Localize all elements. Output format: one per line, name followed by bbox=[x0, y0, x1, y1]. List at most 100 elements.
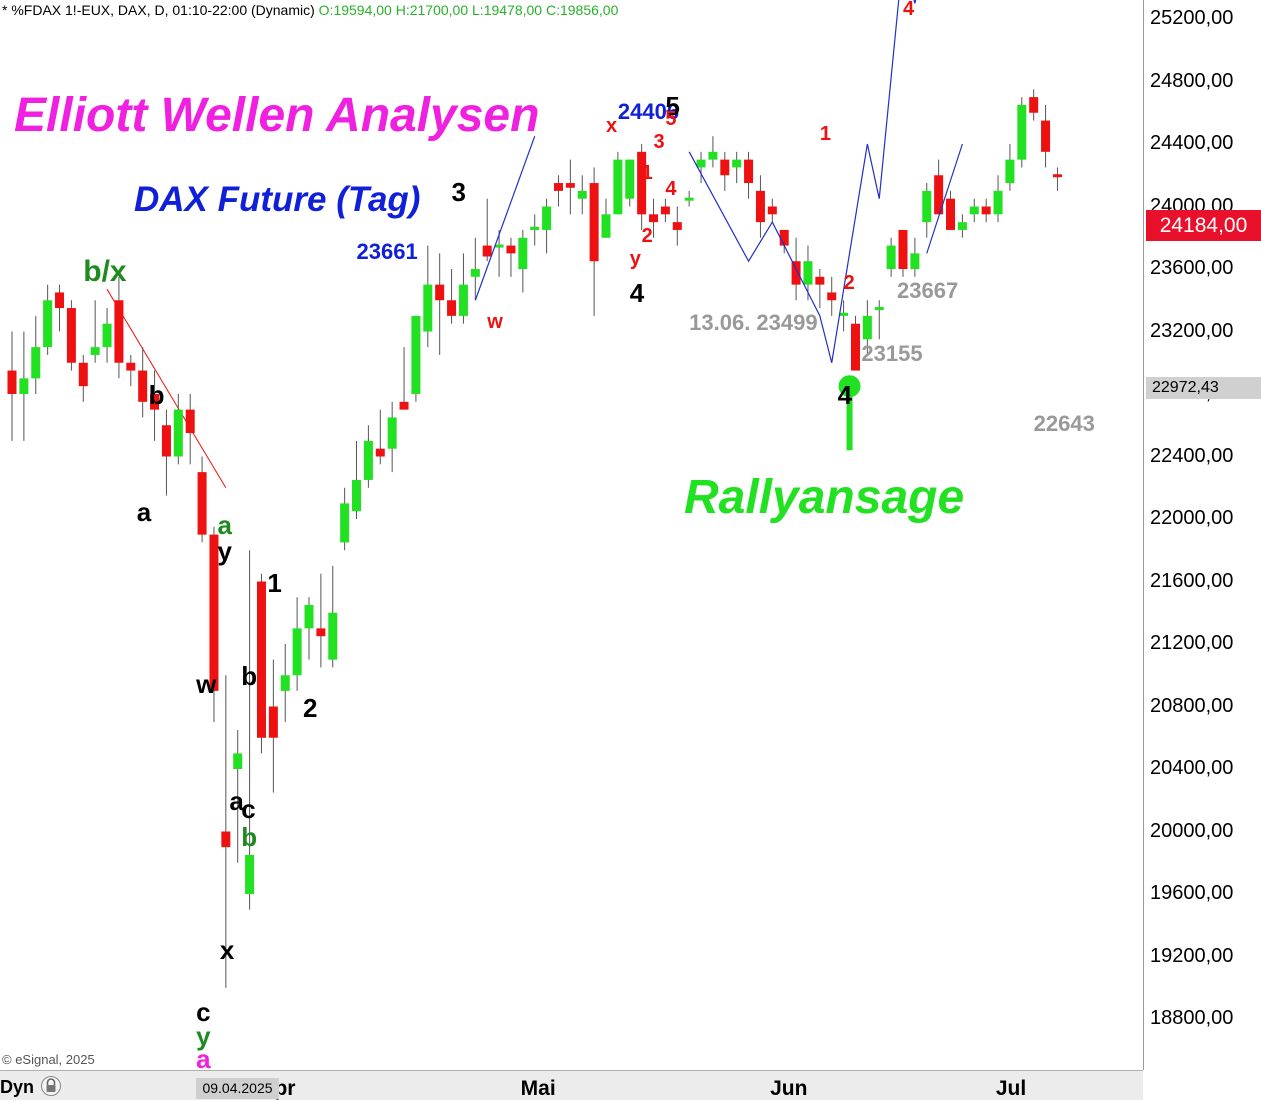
y-tick-label: 20800,00 bbox=[1150, 694, 1234, 717]
candle-body bbox=[256, 581, 266, 738]
candle-body bbox=[601, 214, 611, 238]
candle-body bbox=[150, 394, 160, 410]
wave-label: b/x bbox=[83, 255, 127, 288]
x-tick-label: Mai bbox=[520, 1077, 556, 1100]
wave-label: 3 bbox=[451, 176, 467, 207]
candle-body bbox=[399, 401, 409, 410]
candle-body bbox=[518, 237, 528, 269]
candle-body bbox=[993, 190, 1003, 215]
rally-marker-dot bbox=[838, 375, 861, 398]
candle-body bbox=[90, 347, 100, 355]
x-tick-label: Jun bbox=[770, 1077, 808, 1100]
wave-label: b bbox=[241, 822, 258, 853]
wave-label: c bbox=[241, 794, 256, 825]
wave-label: 23661 bbox=[356, 239, 418, 265]
y-tick-label: 20000,00 bbox=[1150, 819, 1234, 842]
candle-body bbox=[767, 206, 777, 215]
x-tick-label: Jul bbox=[995, 1077, 1027, 1100]
candle-body bbox=[66, 308, 76, 363]
wave-label: 4 bbox=[665, 177, 677, 200]
candle-body bbox=[957, 222, 967, 230]
y-tick-label: 21600,00 bbox=[1150, 569, 1234, 592]
y-tick-label: 24800,00 bbox=[1150, 69, 1234, 92]
wave-label: 23155 bbox=[861, 340, 923, 366]
candle-body bbox=[660, 206, 670, 215]
candle-body bbox=[31, 347, 41, 379]
candle-body bbox=[328, 612, 338, 660]
candle-body bbox=[981, 206, 991, 215]
candle-body bbox=[1029, 97, 1039, 113]
candle-body bbox=[779, 229, 789, 246]
chart-title: Elliott Wellen Analysen bbox=[14, 89, 540, 142]
candle-body bbox=[530, 226, 540, 230]
candle-body bbox=[720, 159, 730, 176]
pivot-marker-group bbox=[838, 375, 861, 451]
candle-body bbox=[7, 370, 17, 394]
candle-body bbox=[850, 323, 860, 371]
wave-label: 3 bbox=[653, 131, 665, 153]
candle-body bbox=[542, 206, 552, 230]
wave-label: 5 bbox=[665, 107, 677, 130]
dyn-label[interactable]: Dyn bbox=[0, 1077, 35, 1097]
candle-body bbox=[316, 628, 326, 637]
candle-body bbox=[874, 307, 884, 311]
candle-body bbox=[589, 183, 599, 262]
candle-body bbox=[755, 190, 765, 223]
candle-body bbox=[684, 197, 694, 201]
wave-label: b bbox=[148, 380, 165, 410]
candle-body bbox=[340, 503, 350, 543]
candle-body bbox=[553, 183, 563, 191]
wave-label: x bbox=[219, 934, 235, 965]
wave-projection-line bbox=[474, 135, 536, 301]
candle-body bbox=[387, 417, 397, 449]
candle-body bbox=[470, 269, 480, 277]
y-tick-label: 20400,00 bbox=[1150, 757, 1234, 779]
chart-subtitle: DAX Future (Tag) bbox=[134, 180, 421, 219]
candle-body bbox=[221, 831, 231, 848]
symbol-text: * %FDAX 1!-EUX, DAX, D, 01:10-22:00 (Dyn… bbox=[2, 2, 315, 18]
candle-body bbox=[173, 409, 183, 457]
candle-body bbox=[363, 440, 373, 480]
y-tick-label: 22400,00 bbox=[1150, 444, 1234, 467]
wave-label: y bbox=[217, 536, 232, 567]
candle-body bbox=[708, 151, 718, 160]
wave-label: a bbox=[196, 1044, 211, 1075]
candle-body bbox=[1017, 104, 1027, 160]
wave-label: 13.06. 23499 bbox=[689, 309, 818, 335]
candle-body bbox=[161, 425, 171, 457]
candle-body bbox=[447, 300, 457, 316]
price-chart[interactable] bbox=[0, 0, 1143, 1070]
chart-header: * %FDAX 1!-EUX, DAX, D, 01:10-22:00 (Dyn… bbox=[2, 2, 618, 18]
wave-label: y bbox=[196, 1020, 211, 1051]
wave-label: a bbox=[229, 786, 244, 817]
candle-body bbox=[815, 276, 825, 285]
y-tick-label: 22000,00 bbox=[1150, 507, 1234, 529]
y-tick-label: 23200,00 bbox=[1150, 319, 1234, 342]
wave-projection-line bbox=[926, 143, 963, 254]
wave-label: 2 bbox=[303, 692, 318, 723]
wave-label: x bbox=[606, 115, 618, 138]
lock-icon[interactable] bbox=[41, 1075, 61, 1097]
reference-price-box: 22972,43 bbox=[1146, 377, 1261, 399]
y-tick-label: 25200,00 bbox=[1150, 7, 1234, 29]
candle-body bbox=[637, 151, 647, 215]
candle-body bbox=[482, 245, 492, 257]
candle-body bbox=[839, 312, 849, 316]
wave-label: 1 bbox=[267, 567, 282, 598]
trendline bbox=[106, 289, 227, 489]
y-tick-label: 19200,00 bbox=[1150, 944, 1234, 967]
price-axis[interactable] bbox=[1143, 0, 1261, 1070]
candle-body bbox=[435, 284, 445, 301]
candle-body bbox=[55, 292, 65, 309]
candle-body bbox=[78, 362, 88, 387]
candle-body bbox=[613, 159, 623, 215]
y-tick-label: 24400,00 bbox=[1150, 132, 1234, 154]
y-tick-label: 19600,00 bbox=[1150, 882, 1234, 904]
time-axis[interactable] bbox=[0, 1070, 1143, 1100]
ohlc-text: O:19594,00 H:21700,00 L:19478,00 C:19856… bbox=[318, 2, 619, 18]
candle-body bbox=[138, 370, 148, 402]
candle-body bbox=[506, 245, 516, 254]
wave-label: 4 bbox=[903, 0, 915, 21]
wave-label: a bbox=[217, 509, 232, 540]
wave-projection-line bbox=[688, 0, 917, 363]
